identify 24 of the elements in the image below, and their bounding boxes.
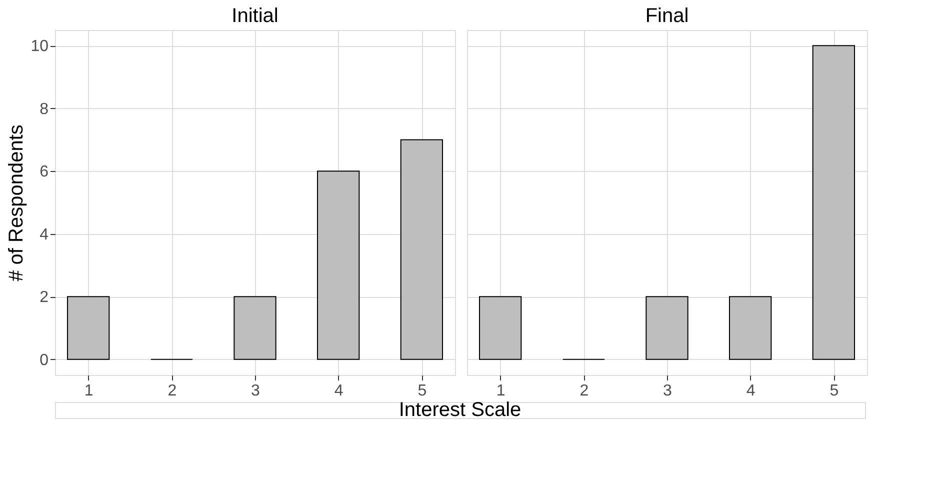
bar — [400, 139, 443, 360]
x-tick-label: 2 — [168, 382, 177, 400]
y-tick-label: 10 — [30, 38, 49, 56]
bar — [234, 296, 276, 360]
x-tick-label: 3 — [663, 382, 672, 400]
y-tick-label: 4 — [40, 226, 49, 244]
x-tick-label: 4 — [334, 382, 344, 400]
x-tick-label: 5 — [830, 382, 839, 400]
y-tick-label: 2 — [40, 289, 49, 306]
x-tick-label: 5 — [418, 382, 427, 400]
y-tick-label: 0 — [40, 352, 49, 369]
x-tick-label: 1 — [84, 382, 94, 400]
x-tick-label: 1 — [496, 382, 506, 400]
chart-title: Final — [645, 5, 689, 27]
x-tick-label: 3 — [251, 382, 260, 400]
y-axis-title: # of Respondents — [6, 124, 28, 282]
chart-title: Initial — [232, 5, 278, 27]
x-axis-title: Interest Scale — [398, 399, 522, 421]
y-tick-label: 8 — [40, 100, 49, 118]
bar — [67, 296, 110, 360]
x-tick-label: 2 — [580, 382, 589, 400]
bar — [317, 170, 360, 360]
y-tick-label: 6 — [40, 164, 49, 181]
x-tick-label: 4 — [746, 382, 756, 400]
